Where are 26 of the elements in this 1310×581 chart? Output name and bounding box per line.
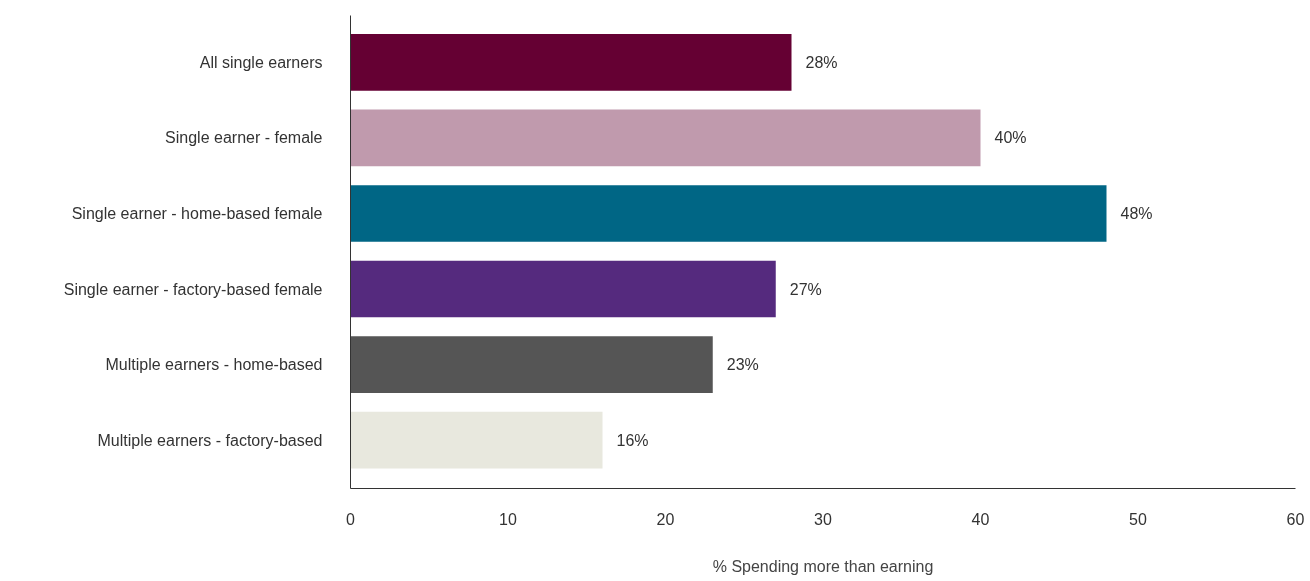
y-tick-label: All single earners xyxy=(199,53,323,71)
x-tick-label: 20 xyxy=(656,510,675,528)
bar xyxy=(350,185,1107,242)
x-tick-label: 40 xyxy=(971,510,990,528)
data-label: 28% xyxy=(805,53,838,71)
bar xyxy=(350,336,713,393)
y-tick-label: Multiple earners - home-based xyxy=(105,356,323,374)
x-tick-label: 30 xyxy=(814,510,832,528)
data-label: 40% xyxy=(994,129,1027,147)
x-tick-label: 10 xyxy=(499,510,517,528)
x-axis-title: % Spending more than earning xyxy=(712,557,934,575)
x-tick-label: 0 xyxy=(346,510,356,528)
bar xyxy=(350,109,981,167)
bar xyxy=(350,34,792,91)
y-tick-label: Single earner - female xyxy=(165,129,323,147)
y-tick-label: Multiple earners - factory-based xyxy=(97,431,323,449)
y-tick-label: Single earner - factory-based female xyxy=(63,280,323,298)
data-label: 16% xyxy=(616,431,649,449)
y-tick-label: Single earner - home-based female xyxy=(71,204,323,222)
bar xyxy=(350,260,776,318)
data-label: 23% xyxy=(726,356,759,374)
data-label: 48% xyxy=(1120,204,1153,222)
data-label: 27% xyxy=(789,280,822,298)
x-tick-label: 50 xyxy=(1129,510,1147,528)
bar xyxy=(350,411,603,469)
x-tick-label: 60 xyxy=(1286,510,1305,528)
